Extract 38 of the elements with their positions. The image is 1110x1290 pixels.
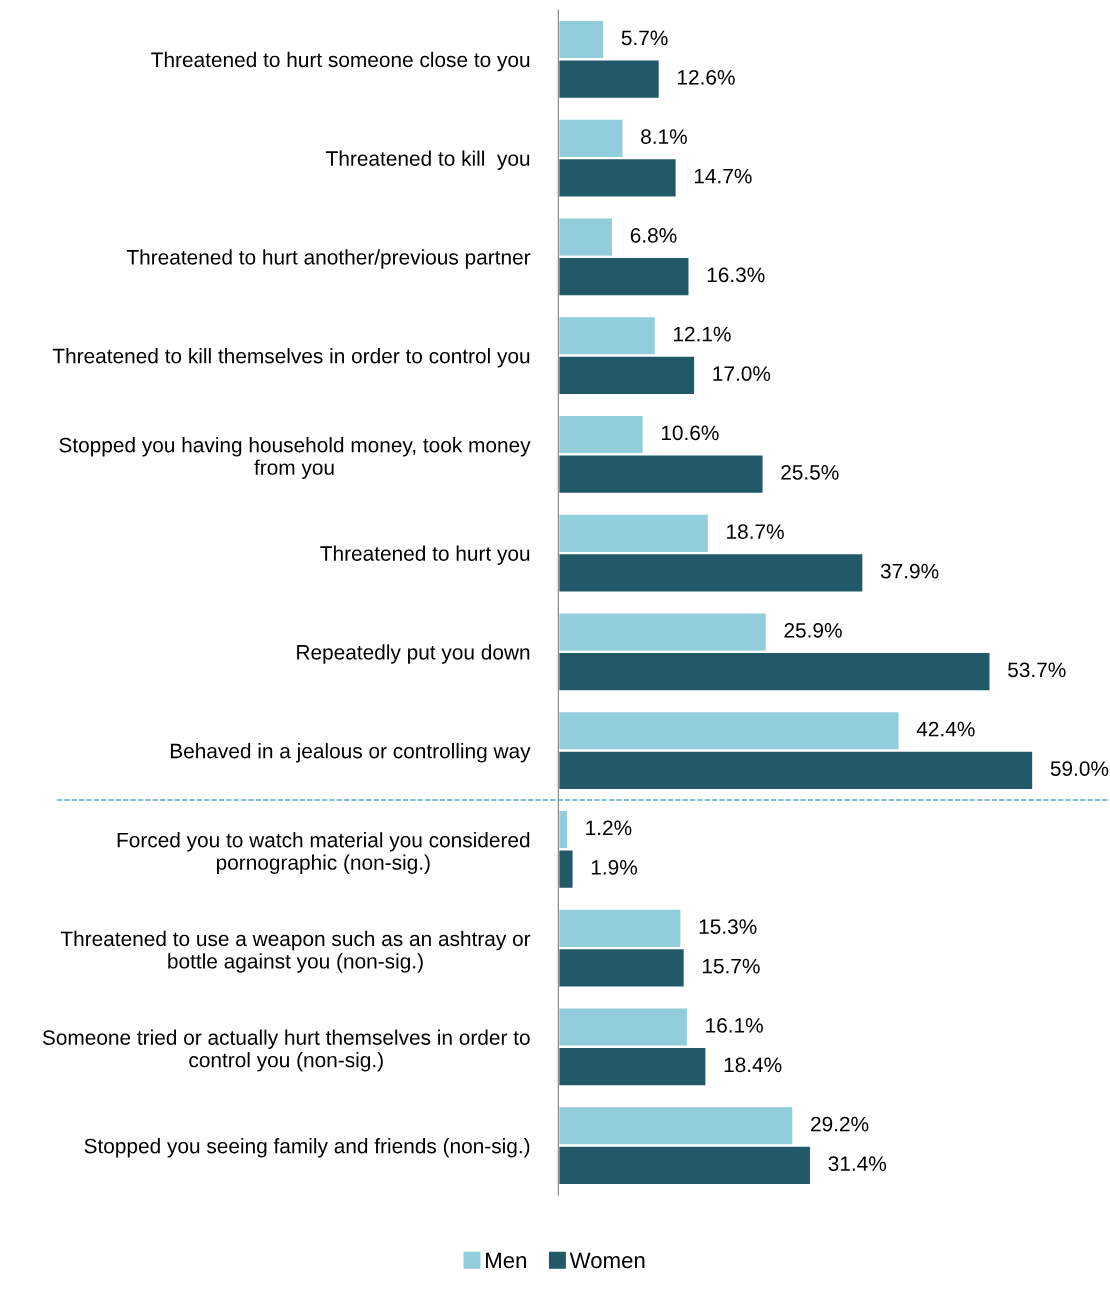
y-tick-label: Stopped you seeing family and friends (non-sig.) <box>84 1138 530 1158</box>
data-label: 29.2% <box>811 1116 869 1132</box>
data-label: 42.4% <box>916 721 975 737</box>
data-label: 37.9% <box>880 563 939 579</box>
data-label: 16.1% <box>706 1017 763 1033</box>
legend-label: Women <box>569 1252 645 1269</box>
y-tick-label: Forced you to watch material you considered pornographic (non-sig.) <box>117 832 530 874</box>
data-label: 15.3% <box>699 919 757 934</box>
data-label: 8.1% <box>641 129 687 144</box>
legend-label: Men <box>486 1252 526 1269</box>
y-tick-label: Stopped you having household money, took money from you <box>59 437 531 479</box>
y-tick-label: Behaved in a jealous or controlling way <box>170 743 531 763</box>
data-label: 15.7% <box>702 958 760 974</box>
y-tick-label: Threatened to hurt another/previous partner <box>126 249 531 269</box>
data-label: 18.7% <box>727 524 784 539</box>
data-label: 17.0% <box>713 366 771 381</box>
y-tick-label: Threatened to hurt someone close to you <box>151 51 530 72</box>
data-label: 53.7% <box>1008 662 1066 678</box>
data-label: 16.3% <box>707 267 765 283</box>
data-label: 12.6% <box>678 69 735 85</box>
y-tick-label: Threatened to use a weapon such as an ashtray or bottle against you (non-sig.) <box>60 930 531 973</box>
data-label: 12.1% <box>673 326 731 342</box>
data-label: 25.9% <box>784 622 842 638</box>
data-label: 1.2% <box>586 820 632 836</box>
data-label: 25.5% <box>781 464 839 480</box>
data-label: 5.7% <box>621 30 668 46</box>
data-label: 1.9% <box>591 859 638 875</box>
data-label: 59.0% <box>1050 761 1109 776</box>
data-label: 31.4% <box>828 1156 887 1171</box>
y-tick-label: Repeatedly put you down <box>297 644 530 664</box>
y-tick-label: Threatened to kill you <box>326 150 530 170</box>
y-tick-label: Threatened to kill themselves in order to control you <box>52 348 530 368</box>
y-tick-label: Someone tried or actually hurt themselves in order to control you (non-sig.) <box>42 1029 530 1072</box>
data-label: 10.6% <box>661 425 719 441</box>
data-label: 6.8% <box>630 227 677 243</box>
data-label: 18.4% <box>724 1057 782 1073</box>
data-label: 14.7% <box>694 168 752 184</box>
y-tick-label: Threatened to hurt you <box>320 545 530 565</box>
